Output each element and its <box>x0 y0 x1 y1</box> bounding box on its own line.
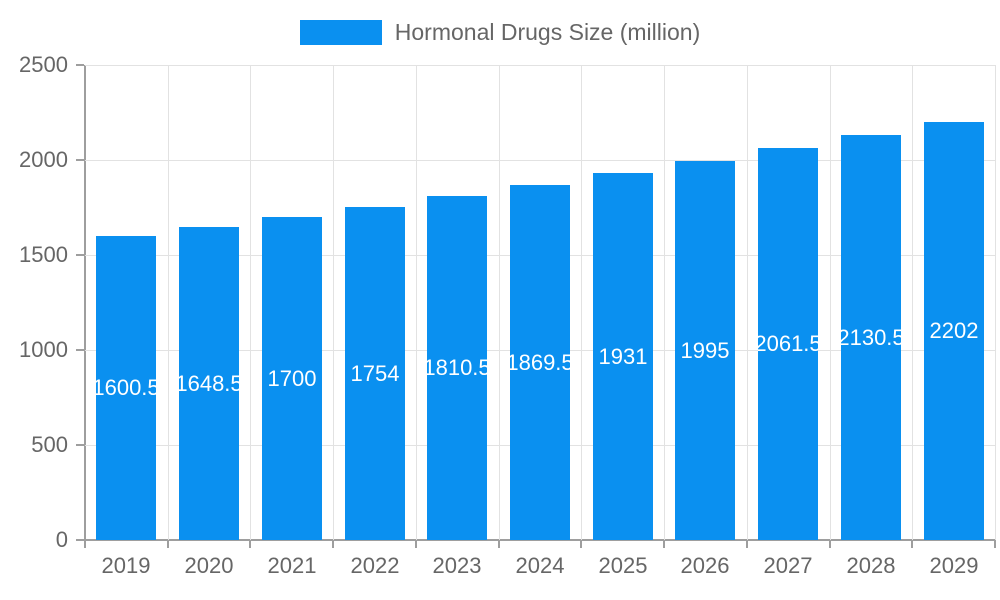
legend-swatch <box>299 19 382 45</box>
x-tick-mark <box>332 540 334 548</box>
bar-value-label: 1700 <box>267 365 317 391</box>
bar[interactable]: 1810.5 <box>427 196 487 540</box>
x-tick-label: 2026 <box>680 553 730 578</box>
gridline-vertical <box>995 65 996 540</box>
bar[interactable]: 1995 <box>675 161 735 540</box>
bar-value-label: 1648.5 <box>179 370 239 396</box>
gridline-vertical <box>168 65 169 540</box>
gridline-horizontal <box>85 65 995 66</box>
y-tick-label: 2500 <box>19 52 68 77</box>
y-tick-mark <box>76 349 84 351</box>
bar-value-label: 1931 <box>598 343 648 369</box>
y-tick-label: 2000 <box>19 147 68 172</box>
y-tick-mark <box>76 64 84 66</box>
y-tick-mark <box>76 254 84 256</box>
x-tick-label: 2019 <box>101 553 151 578</box>
gridline-horizontal <box>85 160 995 161</box>
x-tick-mark <box>167 540 169 548</box>
bar[interactable]: 2061.5 <box>758 148 818 540</box>
gridline-vertical <box>912 65 913 540</box>
y-tick-mark <box>76 539 84 541</box>
x-tick-label: 2023 <box>432 553 482 578</box>
plot-area: 1600.5 1648.5 1700 1754 1810.5 1869.5 1931 1995… <box>85 65 996 540</box>
legend-item[interactable]: Hormonal Drugs Size (million) <box>299 17 701 47</box>
y-tick-label: 1000 <box>19 337 68 362</box>
x-axis-line <box>84 539 996 541</box>
gridline-vertical <box>499 65 500 540</box>
x-tick-label: 2028 <box>846 553 896 578</box>
x-tick-label: 2022 <box>350 553 400 578</box>
gridline-vertical <box>416 65 417 540</box>
gridline-vertical <box>830 65 831 540</box>
x-tick-label: 2025 <box>598 553 648 578</box>
x-tick-mark <box>829 540 831 548</box>
x-tick-label: 2029 <box>929 553 979 578</box>
bar-value-label: 2061.5 <box>758 331 818 356</box>
legend: Hormonal Drugs Size (million) <box>0 17 1000 47</box>
x-tick-mark <box>580 540 582 548</box>
gridline-vertical <box>581 65 582 540</box>
bar[interactable]: 1931 <box>593 173 653 540</box>
y-tick-mark <box>76 159 84 161</box>
legend-label: Hormonal Drugs Size (million) <box>394 19 701 45</box>
bar[interactable]: 1648.5 <box>179 227 239 540</box>
bar[interactable]: 1700 <box>262 217 322 540</box>
bar-value-label: 1754 <box>350 360 400 386</box>
x-tick-label: 2021 <box>267 553 317 578</box>
bar-value-label: 1600.5 <box>96 375 156 400</box>
x-tick-mark <box>84 540 86 548</box>
x-tick-mark <box>663 540 665 548</box>
y-axis-line <box>84 65 86 542</box>
bar-value-label: 2202 <box>929 318 979 343</box>
gridline-vertical <box>664 65 665 540</box>
bar-value-label: 2130.5 <box>841 324 901 350</box>
x-tick-mark <box>911 540 913 548</box>
y-tick-label: 0 <box>55 527 68 552</box>
bar-value-label: 1869.5 <box>510 349 570 375</box>
x-tick-label: 2020 <box>184 553 234 578</box>
x-tick-label: 2024 <box>515 553 565 578</box>
gridline-vertical <box>250 65 251 540</box>
bar[interactable]: 1869.5 <box>510 185 570 540</box>
bar-value-label: 1995 <box>680 337 730 363</box>
x-tick-label: 2027 <box>763 553 813 578</box>
gridline-vertical <box>747 65 748 540</box>
bar[interactable]: 2130.5 <box>841 135 901 540</box>
x-tick-mark <box>498 540 500 548</box>
bar-value-label: 1810.5 <box>427 355 487 380</box>
y-tick-mark <box>76 444 84 446</box>
x-tick-mark <box>994 540 996 548</box>
bar[interactable]: 2202 <box>924 122 984 540</box>
x-tick-mark <box>249 540 251 548</box>
bar[interactable]: 1600.5 <box>96 236 156 540</box>
y-tick-label: 1500 <box>19 242 68 267</box>
x-tick-mark <box>746 540 748 548</box>
bar[interactable]: 1754 <box>345 207 405 540</box>
gridline-vertical <box>333 65 334 540</box>
y-tick-label: 500 <box>31 432 68 457</box>
x-tick-mark <box>415 540 417 548</box>
